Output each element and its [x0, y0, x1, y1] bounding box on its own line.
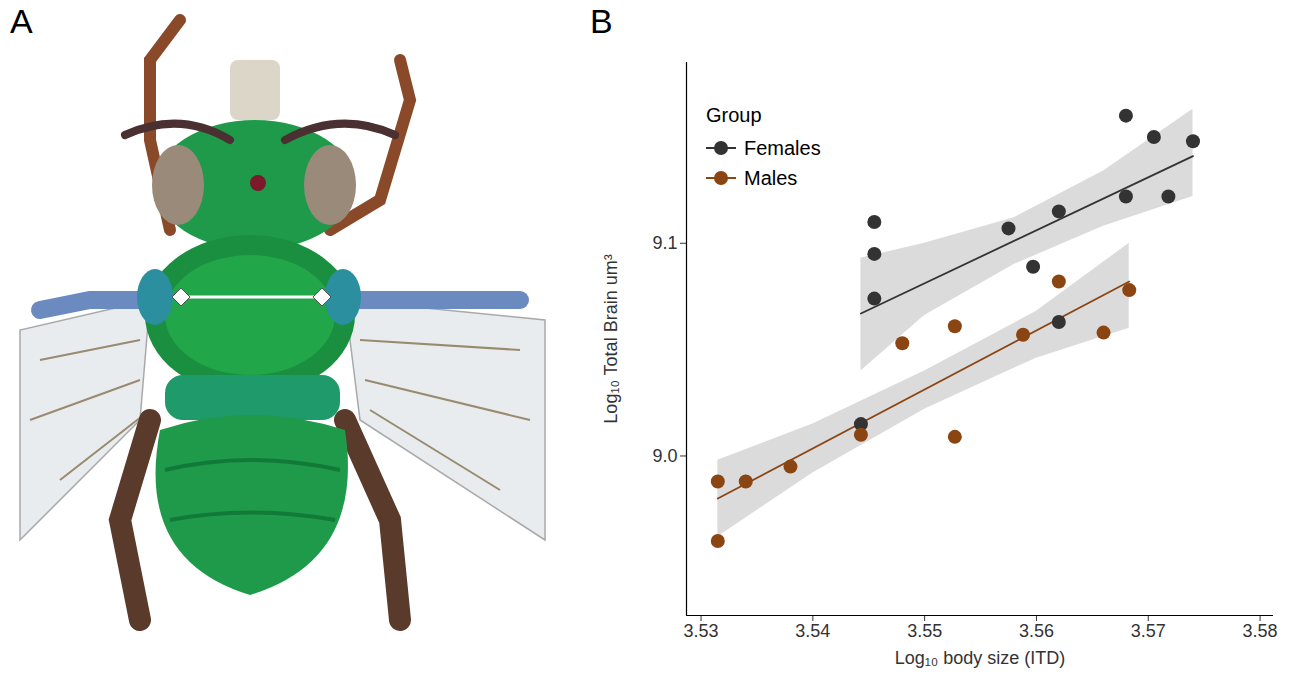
html-text:A: A	[10, 2, 33, 40]
svg-text:3.53: 3.53	[684, 621, 719, 641]
svg-text:9.0: 9.0	[652, 446, 677, 466]
svg-text:Log₁₀ body size (ITD): Log₁₀ body size (ITD)	[895, 648, 1066, 668]
svg-text:3.55: 3.55	[907, 621, 942, 641]
html-text:Males: Males	[744, 166, 798, 189]
svg-text:3.57: 3.57	[1131, 621, 1166, 641]
svg-text:9.1: 9.1	[652, 233, 677, 253]
svg-text:Log₁₀ Total Brain um³: Log₁₀ Total Brain um³	[601, 254, 621, 423]
html-text:Females: Females	[744, 136, 821, 159]
html-text:B: B	[590, 2, 613, 40]
svg-text:3.54: 3.54	[795, 621, 830, 641]
svg-text:3.56: 3.56	[1019, 621, 1054, 641]
html-text:Group: Group	[706, 104, 762, 126]
svg-text:3.58: 3.58	[1243, 621, 1278, 641]
